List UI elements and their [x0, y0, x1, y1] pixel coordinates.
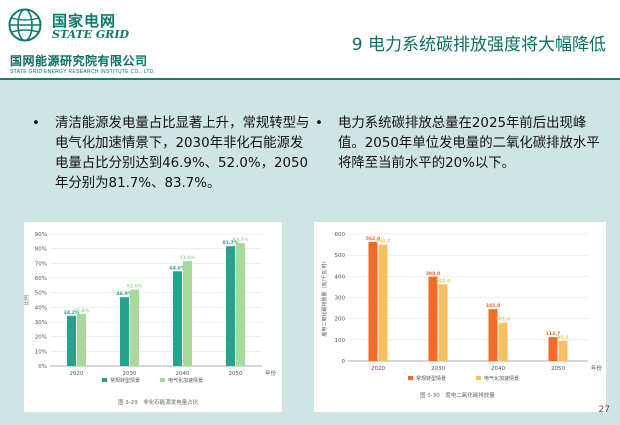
data-label: 112.7	[546, 331, 561, 337]
y-tick-label: 50%	[35, 291, 47, 297]
bullet-point-2: • 电力系统碳排放总量在2025年前后出现峰值。2050年单位发电量的二氧化碳排…	[315, 114, 610, 174]
bar	[67, 315, 76, 366]
x-tick-label: 2050	[229, 371, 243, 377]
bar	[428, 276, 438, 361]
data-label: 550.0	[376, 239, 391, 245]
bar	[120, 297, 129, 366]
y-tick-label: 200	[335, 317, 346, 323]
data-label: 83.7%	[233, 237, 249, 243]
bar	[226, 246, 235, 366]
bar	[438, 284, 448, 361]
data-label: 46.9%	[117, 291, 133, 297]
data-label: 52.0%	[127, 284, 143, 290]
y-tick-label: 0%	[38, 364, 47, 370]
non-fossil-share-chart: 0% 10% 20% 30% 40% 50% 60% 70% 80% 90% 比例 2020 34.2%…	[23, 222, 282, 412]
bar	[236, 243, 245, 366]
y-tick-label: 400	[335, 274, 346, 280]
y-tick-label: 80%	[35, 247, 47, 253]
legend-swatch	[476, 376, 481, 380]
state-grid-logo-icon	[8, 8, 42, 42]
logo-chinese-name: 国家电网	[52, 12, 117, 30]
bar	[130, 289, 139, 366]
legend-label: 电气化加速情景	[168, 377, 203, 384]
legend-swatch	[102, 378, 107, 382]
y-tick-label: 20%	[35, 335, 47, 341]
header-divider	[0, 78, 620, 80]
chart-svg: 0% 10% 20% 30% 40% 50% 60% 70% 80% 90% 比例 2020 34.2%…	[23, 232, 277, 384]
x-tick-label: 2020	[371, 366, 385, 372]
y-tick-label: 300	[335, 296, 346, 302]
bar	[77, 313, 86, 366]
y-tick-label: 600	[335, 232, 346, 238]
bar	[368, 242, 378, 361]
y-axis-label: 比例	[24, 295, 30, 305]
logo-block: 国家电网 STATE GRID 国网能源研究院有限公司 STATE GRID E…	[8, 8, 208, 78]
x-axis-title: 年份	[265, 369, 277, 377]
x-tick-label: 2030	[431, 366, 445, 372]
data-label: 562.0	[366, 236, 381, 242]
page-title: 9 电力系统碳排放强度将大幅降低	[351, 35, 606, 55]
y-tick-label: 30%	[35, 320, 47, 326]
institute-chinese-name: 国网能源研究院有限公司	[10, 54, 148, 68]
y-tick-label: 60%	[35, 276, 47, 282]
legend-label: 常规转型情景	[110, 377, 140, 384]
data-label: 95.5	[557, 335, 568, 341]
header: 国家电网 STATE GRID 国网能源研究院有限公司 STATE GRID E…	[0, 0, 620, 78]
x-tick-label: 2040	[176, 371, 190, 377]
y-axis-label: 度电二氧化碳排放量（克/千瓦·时）	[321, 258, 328, 336]
legend-label: 常规转型情景	[416, 375, 446, 382]
x-axis-title: 年份	[591, 364, 603, 372]
bar	[498, 322, 508, 361]
y-tick-label: 100	[335, 338, 346, 344]
data-label: 181.0	[496, 317, 511, 323]
x-tick-label: 2030	[123, 371, 137, 377]
y-tick-label: 0	[342, 359, 346, 365]
y-tick-label: 500	[335, 253, 346, 259]
chart-caption: 图 3-29 非化石能源发电量占比	[118, 400, 199, 406]
data-label: 64.6%	[170, 265, 186, 271]
chart-svg: 0 100 200 300 400 500 600 度电二氧化碳排放量（克/千瓦·时） 2020…	[321, 232, 603, 382]
data-label: 34.2%	[64, 310, 80, 316]
bar	[173, 271, 182, 366]
bullet-text: 清洁能源发电量占比显著上升，常规转型与电气化加速情景下，2030年非化石能源发电…	[55, 116, 310, 191]
legend-swatch	[160, 378, 165, 382]
bar	[378, 244, 388, 361]
y-tick-label: 40%	[35, 305, 47, 311]
page-number: 27	[598, 405, 610, 415]
x-tick-label: 2040	[491, 366, 505, 372]
bullet-text: 电力系统碳排放总量在2025年前后出现峰值。2050年单位发电量的二氧化碳排放水…	[338, 116, 600, 171]
y-tick-label: 90%	[35, 232, 47, 238]
bullet-marker: •	[315, 116, 323, 131]
data-label: 362.0	[436, 278, 451, 284]
data-label: 245.0	[486, 303, 501, 309]
bar	[548, 337, 558, 361]
bar	[488, 309, 498, 361]
legend-label: 电气化加速情景	[484, 375, 519, 382]
data-label: 398.0	[426, 271, 441, 277]
y-tick-label: 10%	[35, 349, 47, 355]
data-label: 81.7%	[223, 240, 239, 246]
logo-english-name: STATE GRID	[52, 28, 130, 41]
co2-intensity-chart: 0 100 200 300 400 500 600 度电二氧化碳排放量（克/千瓦·时） 2020…	[314, 222, 606, 412]
bar	[558, 340, 568, 361]
y-tick-label: 70%	[35, 261, 47, 267]
bar	[183, 260, 192, 366]
legend-swatch	[408, 376, 413, 380]
bullet-point-1: • 清洁能源发电量占比显著上升，常规转型与电气化加速情景下，2030年非化石能源…	[32, 114, 313, 194]
bullet-marker: •	[32, 116, 40, 131]
institute-english-name: STATE GRID ENERGY RESEARCH INSTITUTE CO.…	[10, 69, 156, 75]
data-label: 71.6%	[180, 255, 196, 261]
chart-caption: 图 3-30 度电二氧化碳排放量	[420, 393, 495, 399]
x-tick-label: 2020	[70, 371, 84, 377]
data-label: 35.6%	[74, 308, 90, 314]
x-tick-label: 2050	[551, 366, 565, 372]
